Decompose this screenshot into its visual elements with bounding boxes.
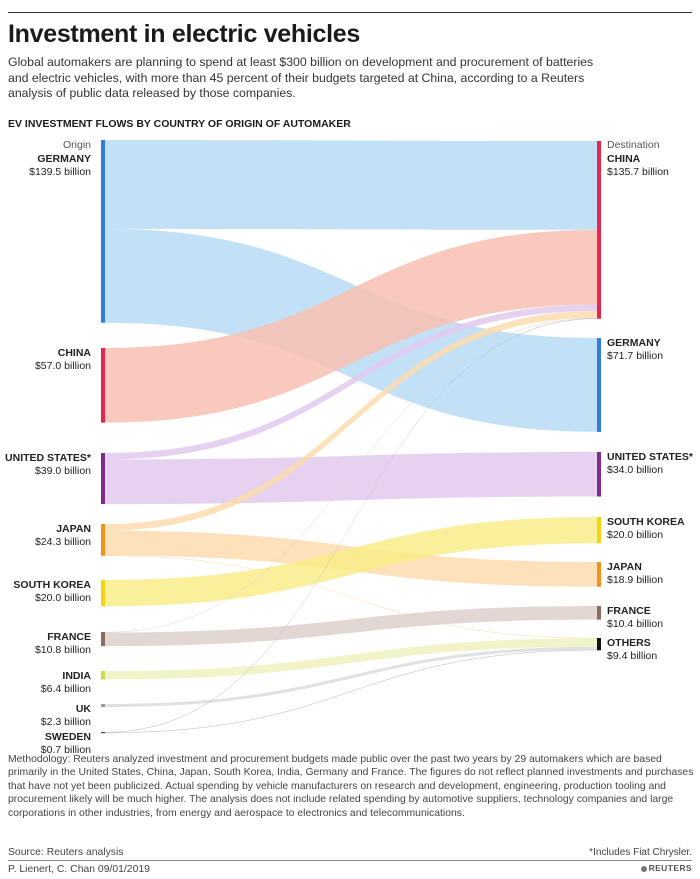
- source-label-japan: JAPAN: [56, 523, 91, 535]
- target-node-others: [597, 638, 601, 651]
- flow-china-to-china: [105, 229, 597, 423]
- reuters-logo-text: REUTERS: [648, 863, 692, 873]
- methodology-note: Methodology: Reuters analyzed investment…: [8, 754, 694, 819]
- credit-line: P. Lienert, C. Chan 09/01/2019: [8, 864, 150, 875]
- source-label-china: CHINA: [58, 347, 92, 359]
- target-label-others: OTHERS: [607, 637, 651, 649]
- source-value-france: $10.8 billion: [35, 644, 91, 656]
- target-node-china: [597, 141, 601, 319]
- flow-japan-to-china: [105, 311, 597, 531]
- target-value-germany: $71.7 billion: [607, 350, 663, 362]
- section-label: EV INVESTMENT FLOWS BY COUNTRY OF ORIGIN…: [8, 118, 351, 130]
- target-label-korea: SOUTH KOREA: [607, 516, 685, 528]
- source-value-china: $57.0 billion: [35, 360, 91, 372]
- target-node-us: [597, 452, 601, 497]
- target-node-korea: [597, 517, 601, 544]
- target-value-us: $34.0 billion: [607, 464, 663, 476]
- target-label-us: UNITED STATES*: [607, 451, 694, 463]
- page-title: Investment in electric vehicles: [8, 20, 360, 48]
- source-value-germany: $139.5 billion: [29, 166, 91, 178]
- node-layer: [101, 140, 601, 734]
- target-label-germany: GERMANY: [607, 337, 661, 349]
- source-value-sweden: $0.7 billion: [41, 744, 91, 756]
- page-subtitle: Global automakers are planning to spend …: [8, 55, 594, 100]
- flow-us-to-china: [105, 304, 597, 460]
- origin-header: Origin: [63, 139, 91, 151]
- source-note: Source: Reuters analysis: [8, 847, 124, 858]
- source-label-france: FRANCE: [47, 631, 91, 643]
- target-label-france: FRANCE: [607, 605, 651, 617]
- flow-japan-to-others: [105, 555, 597, 639]
- target-label-japan: JAPAN: [607, 561, 642, 573]
- target-value-others: $9.4 billion: [607, 650, 657, 662]
- source-value-us: $39.0 billion: [35, 465, 91, 477]
- source-value-uk: $2.3 billion: [41, 716, 91, 728]
- flow-germany-to-china: [105, 140, 597, 230]
- source-node-france: [101, 632, 105, 647]
- flow-france-to-china: [105, 317, 597, 633]
- flow-korea-to-korea: [105, 517, 597, 607]
- target-value-france: $10.4 billion: [607, 618, 663, 630]
- source-label-uk: UK: [76, 703, 92, 715]
- source-value-india: $6.4 billion: [41, 683, 91, 695]
- source-node-china: [101, 348, 105, 423]
- source-label-sweden: SWEDEN: [45, 731, 91, 743]
- source-value-korea: $20.0 billion: [35, 592, 91, 604]
- source-label-india: INDIA: [62, 670, 91, 682]
- target-node-japan: [597, 562, 601, 587]
- target-node-france: [597, 606, 601, 620]
- reuters-logo: REUTERS: [640, 863, 692, 873]
- source-label-us: UNITED STATES*: [5, 452, 92, 464]
- destination-header: Destination: [607, 139, 660, 151]
- source-node-korea: [101, 580, 105, 607]
- target-node-germany: [597, 338, 601, 432]
- flow-uk-to-others: [105, 646, 597, 708]
- source-node-sweden: [101, 732, 105, 734]
- footnote: *Includes Fiat Chrysler.: [589, 847, 692, 858]
- flow-layer: [105, 140, 597, 734]
- target-label-china: CHINA: [607, 153, 641, 165]
- source-node-uk: [101, 704, 105, 708]
- flow-france-to-france: [105, 606, 597, 647]
- source-node-india: [101, 671, 105, 680]
- flow-india-to-others: [105, 638, 597, 680]
- target-value-japan: $18.9 billion: [607, 574, 663, 586]
- source-label-korea: SOUTH KOREA: [13, 579, 91, 591]
- top-rule: [8, 12, 692, 13]
- flow-us-to-us: [105, 452, 597, 505]
- reuters-logo-icon: [640, 865, 647, 872]
- target-value-china: $135.7 billion: [607, 166, 669, 178]
- flow-sweden-to-china: [105, 318, 597, 733]
- flow-sweden-to-others: [105, 649, 597, 734]
- target-value-korea: $20.0 billion: [607, 529, 663, 541]
- source-node-germany: [101, 140, 105, 323]
- source-node-us: [101, 453, 105, 505]
- source-node-japan: [101, 524, 105, 556]
- source-label-germany: GERMANY: [37, 153, 91, 165]
- source-value-japan: $24.3 billion: [35, 536, 91, 548]
- footer-rule: [8, 860, 692, 861]
